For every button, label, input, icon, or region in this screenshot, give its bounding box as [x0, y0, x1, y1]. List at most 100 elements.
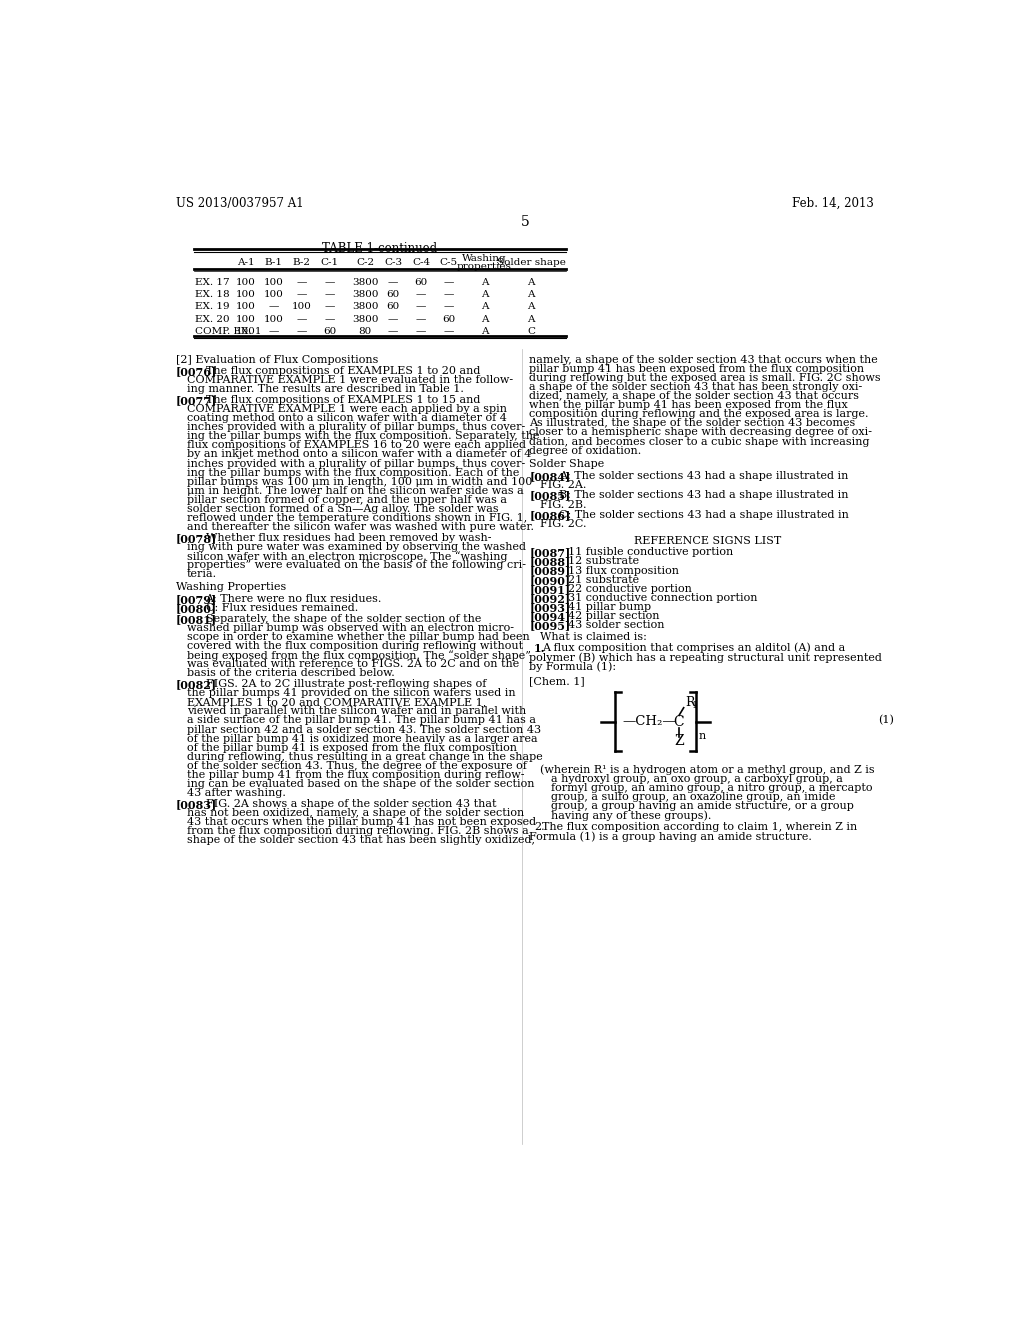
Text: the pillar bumps 41 provided on the silicon wafers used in: the pillar bumps 41 provided on the sili… — [187, 688, 515, 698]
Text: FIG. 2A.: FIG. 2A. — [541, 479, 587, 490]
Text: of the solder section 43. Thus, the degree of the exposure of: of the solder section 43. Thus, the degr… — [187, 760, 526, 771]
Text: EX. 17: EX. 17 — [196, 277, 230, 286]
Text: ing manner. The results are described in Table 1.: ing manner. The results are described in… — [187, 384, 464, 395]
Text: Washing Properties: Washing Properties — [176, 582, 287, 593]
Text: A-1: A-1 — [237, 257, 255, 267]
Text: n: n — [698, 731, 706, 741]
Text: washed pillar bump was observed with an electron micro-: washed pillar bump was observed with an … — [187, 623, 514, 634]
Text: US 2013/0037957 A1: US 2013/0037957 A1 — [176, 197, 304, 210]
Text: 60: 60 — [386, 290, 399, 300]
Text: 100: 100 — [236, 290, 256, 300]
Text: 60: 60 — [442, 314, 456, 323]
Text: 1: 1 — [691, 701, 697, 710]
Text: C-2: C-2 — [356, 257, 374, 267]
Text: from the flux composition during reflowing. FIG. 2B shows a: from the flux composition during reflowi… — [187, 826, 528, 836]
Text: FIGS. 2A to 2C illustrate post-reflowing shapes of: FIGS. 2A to 2C illustrate post-reflowing… — [206, 678, 485, 689]
Text: Z: Z — [674, 734, 684, 748]
Text: by an inkjet method onto a silicon wafer with a diameter of 4: by an inkjet method onto a silicon wafer… — [187, 450, 531, 459]
Text: A: A — [480, 314, 488, 323]
Text: —: — — [268, 302, 279, 312]
Text: formyl group, an amino group, a nitro group, a mercapto: formyl group, an amino group, a nitro gr… — [551, 783, 872, 793]
Text: A: A — [480, 290, 488, 300]
Text: during reflowing but the exposed area is small. FIG. 2C shows: during reflowing but the exposed area is… — [529, 374, 881, 383]
Text: —: — — [443, 277, 454, 286]
Text: B: The solder sections 43 had a shape illustrated in: B: The solder sections 43 had a shape il… — [559, 491, 849, 500]
Text: 2.: 2. — [535, 822, 545, 833]
Text: A: A — [480, 302, 488, 312]
Text: B-2: B-2 — [293, 257, 310, 267]
Text: ing the pillar bumps with the flux composition. Separately, the: ing the pillar bumps with the flux compo… — [187, 432, 540, 441]
Text: [0080]: [0080] — [176, 603, 217, 614]
Text: 100: 100 — [264, 290, 284, 300]
Text: EX. 18: EX. 18 — [196, 290, 230, 300]
Text: of the pillar bump 41 is oxidized more heavily as a larger area: of the pillar bump 41 is oxidized more h… — [187, 734, 538, 743]
Text: when the pillar bump 41 has been exposed from the flux: when the pillar bump 41 has been exposed… — [529, 400, 848, 411]
Text: a shape of the solder section 43 that has been strongly oxi-: a shape of the solder section 43 that ha… — [529, 381, 862, 392]
Text: Solder shape: Solder shape — [497, 257, 565, 267]
Text: FIG. 2A shows a shape of the solder section 43 that: FIG. 2A shows a shape of the solder sect… — [206, 799, 496, 809]
Text: —: — — [268, 327, 279, 337]
Text: 5: 5 — [520, 215, 529, 228]
Text: COMP. EX. 1: COMP. EX. 1 — [196, 327, 262, 337]
Text: —: — — [296, 327, 307, 337]
Text: solder section formed of a Sn—Ag alloy. The solder was: solder section formed of a Sn—Ag alloy. … — [187, 504, 499, 513]
Text: EX. 19: EX. 19 — [196, 302, 230, 312]
Text: was evaluated with reference to FIGS. 2A to 2C and on the: was evaluated with reference to FIGS. 2A… — [187, 660, 519, 669]
Text: —: — — [416, 290, 426, 300]
Text: a hydroxyl group, an oxo group, a carboxyl group, a: a hydroxyl group, an oxo group, a carbox… — [551, 774, 843, 784]
Text: ing the pillar bumps with the flux composition. Each of the: ing the pillar bumps with the flux compo… — [187, 467, 519, 478]
Text: 3800: 3800 — [352, 314, 379, 323]
Text: pillar bumps was 100 μm in length, 100 μm in width and 100: pillar bumps was 100 μm in length, 100 μ… — [187, 477, 532, 487]
Text: —CH₂—: —CH₂— — [623, 715, 676, 729]
Text: [0092]: [0092] — [529, 593, 570, 603]
Text: 31 conductive connection portion: 31 conductive connection portion — [568, 593, 758, 603]
Text: C: The solder sections 43 had a shape illustrated in: C: The solder sections 43 had a shape il… — [559, 510, 849, 520]
Text: 41 pillar bump: 41 pillar bump — [568, 602, 651, 612]
Text: —: — — [296, 290, 307, 300]
Text: The flux composition according to claim 1, wherein Z in: The flux composition according to claim … — [542, 822, 857, 833]
Text: A: The solder sections 43 had a shape illustrated in: A: The solder sections 43 had a shape il… — [559, 471, 848, 480]
Text: inches provided with a plurality of pillar bumps, thus cover-: inches provided with a plurality of pill… — [187, 422, 525, 432]
Text: The flux compositions of EXAMPLES 1 to 15 and: The flux compositions of EXAMPLES 1 to 1… — [206, 395, 480, 405]
Text: EXAMPLES 1 to 20 and COMPARATIVE EXAMPLE 1,: EXAMPLES 1 to 20 and COMPARATIVE EXAMPLE… — [187, 697, 486, 708]
Text: C-4: C-4 — [412, 257, 430, 267]
Text: —: — — [325, 302, 335, 312]
Text: group, a sulfo group, an oxazoline group, an imide: group, a sulfo group, an oxazoline group… — [551, 792, 836, 803]
Text: [0076]: [0076] — [176, 366, 217, 378]
Text: closer to a hemispheric shape with decreasing degree of oxi-: closer to a hemispheric shape with decre… — [529, 428, 872, 437]
Text: 100: 100 — [236, 302, 256, 312]
Text: A: A — [480, 277, 488, 286]
Text: FIG. 2B.: FIG. 2B. — [541, 499, 587, 510]
Text: shape of the solder section 43 that has been slightly oxidized,: shape of the solder section 43 that has … — [187, 836, 535, 845]
Text: properties” were evaluated on the basis of the following cri-: properties” were evaluated on the basis … — [187, 560, 526, 570]
Text: —: — — [416, 327, 426, 337]
Text: basis of the criteria described below.: basis of the criteria described below. — [187, 668, 394, 678]
Text: [0087]: [0087] — [529, 548, 570, 558]
Text: A: A — [527, 314, 535, 323]
Text: REFERENCE SIGNS LIST: REFERENCE SIGNS LIST — [634, 536, 781, 546]
Text: flux compositions of EXAMPLES 16 to 20 were each applied: flux compositions of EXAMPLES 16 to 20 w… — [187, 441, 526, 450]
Text: —: — — [388, 314, 398, 323]
Text: [0078]: [0078] — [176, 533, 217, 544]
Text: A: A — [527, 302, 535, 312]
Text: 60: 60 — [323, 327, 336, 337]
Text: 13 flux composition: 13 flux composition — [568, 565, 679, 576]
Text: [0093]: [0093] — [529, 602, 570, 612]
Text: pillar bump 41 has been exposed from the flux composition: pillar bump 41 has been exposed from the… — [529, 364, 864, 374]
Text: C-1: C-1 — [321, 257, 339, 267]
Text: 11 fusible conductive portion: 11 fusible conductive portion — [568, 548, 733, 557]
Text: [0082]: [0082] — [176, 678, 217, 690]
Text: [0091]: [0091] — [529, 583, 570, 595]
Text: A: A — [480, 327, 488, 337]
Text: by Formula (1):: by Formula (1): — [529, 661, 616, 672]
Text: polymer (B) which has a repeating structural unit represented: polymer (B) which has a repeating struct… — [529, 652, 883, 663]
Text: namely, a shape of the solder section 43 that occurs when the: namely, a shape of the solder section 43… — [529, 355, 879, 364]
Text: being exposed from the flux composition. The “solder shape”: being exposed from the flux composition.… — [187, 651, 530, 661]
Text: 3800: 3800 — [352, 277, 379, 286]
Text: 43 solder section: 43 solder section — [568, 620, 665, 630]
Text: group, a group having an amide structure, or a group: group, a group having an amide structure… — [551, 801, 854, 810]
Text: reflowed under the temperature conditions shown in FIG. 1,: reflowed under the temperature condition… — [187, 513, 527, 523]
Text: (wherein R¹ is a hydrogen atom or a methyl group, and Z is: (wherein R¹ is a hydrogen atom or a meth… — [541, 764, 874, 775]
Text: teria.: teria. — [187, 569, 217, 579]
Text: A: A — [527, 277, 535, 286]
